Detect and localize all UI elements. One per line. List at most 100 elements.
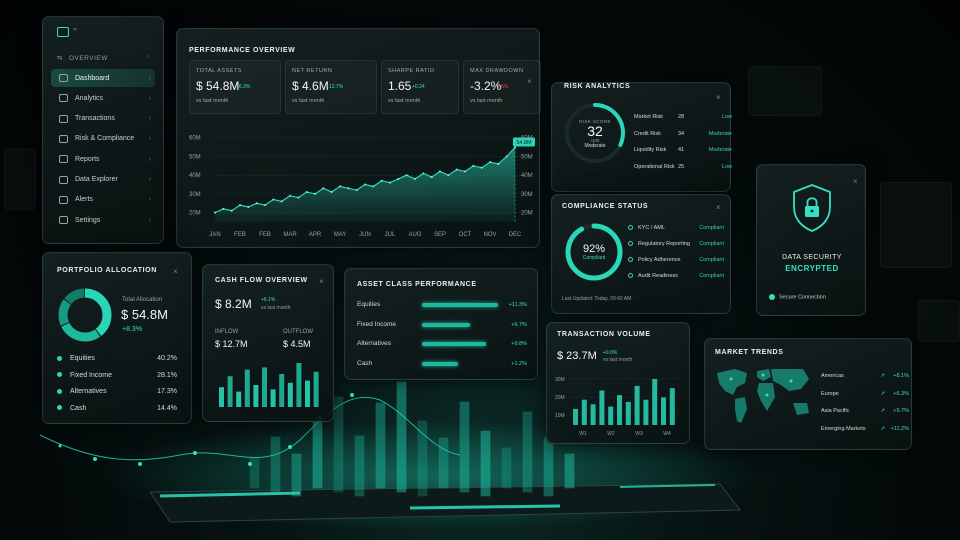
data-point [297,196,300,199]
cashflow-bar [253,385,259,407]
x-tick-label: DEC [509,232,522,238]
transaction-bar [599,390,605,425]
data-point [422,172,425,175]
hologram-bar [438,437,449,489]
trend-up-icon: ↗ [880,390,885,397]
transaction-bar-chart: 30M 20M 10M W1 W2 W3 W4 [555,377,679,437]
total-allocation-label: Total Allocation [122,297,163,303]
compliance-gauge [565,223,623,281]
kpi-value: -3.2% [470,79,502,93]
x-tick-label: OCT [459,232,472,238]
sidebar-item-risk-compliance[interactable]: Risk & Compliance › [51,130,155,148]
legend-percent: 40.2% [157,355,177,362]
transactions-delta: +9.8% [603,350,618,356]
asset-class-row: Equities +11.3% [357,301,527,308]
data-security-panel: × DATA SECURITY ENCRYPTED Secure Connect… [756,164,866,316]
sidebar-header[interactable]: ⇆ OVERVIEW [57,54,108,62]
hologram-bar [522,411,533,493]
chevron-right-icon: › [148,94,151,102]
sidebar-item-label: Data Explorer [75,176,118,183]
data-point [397,177,400,180]
cashflow-bar [244,369,250,407]
risk-level: Low [721,163,732,170]
y-tick-label: 60M [189,136,201,142]
hologram-base [100,420,760,530]
sidebar-item-label: Dashboard [75,74,110,82]
trend-up-icon: ↗ [880,373,885,379]
trend-up-icon: ↗ [880,408,885,414]
close-icon[interactable]: × [527,77,532,86]
x-tick-label: MAR [283,232,297,238]
close-icon[interactable]: × [853,177,858,186]
sidebar-item-dashboard[interactable]: Dashboard › [51,69,155,87]
hologram-bar [417,420,428,497]
data-point [439,170,441,173]
x-tick-label: SEP [434,232,446,238]
asset-class-name: Cash [357,359,373,367]
sidebar-item-alerts[interactable]: Alerts › [51,191,155,209]
sidebar-item-reports[interactable]: Reports › [51,150,155,168]
data-point [455,168,458,171]
check-circle-icon [628,225,633,231]
cashflow-sub: vs last month [261,305,291,311]
data-point [322,187,325,190]
sidebar: ›‹ ⇆ OVERVIEW › Dashboard › Analytics › Trans… [42,16,164,244]
analytics-icon [59,94,68,103]
data-point [314,192,316,195]
cashflow-bar [305,380,310,407]
kpi-card: MAX DRAWDOWN -3.2% +1.6% vs last month [463,60,541,114]
close-icon[interactable]: × [716,93,721,102]
transaction-bar [617,395,622,425]
x-tick-label: FEB [259,232,271,238]
data-explorer-icon [59,175,68,184]
x-tick-label: AUG [408,232,421,238]
transaction-bar [625,402,631,425]
sidebar-item-settings[interactable]: Settings › [51,211,155,229]
cashflow-bar [279,374,285,407]
x-tick-label: W4 [663,431,671,437]
close-icon[interactable]: × [173,267,178,276]
data-point [372,185,375,188]
sidebar-item-data-explorer[interactable]: Data Explorer › [51,171,155,189]
x-tick-label: JUN [359,232,371,238]
compliance-percent: 92% [582,243,606,255]
market-trends-panel: MARKET TRENDS Americas ↗ +8.1% Europe ↗ +6.3%… [704,338,912,450]
compliance-row: Policy Adherence Compliant [628,257,724,263]
inflow-label: INFLOW [215,329,239,335]
security-status: ENCRYPTED [785,264,839,273]
secure-connection-label: Secure Connection [779,294,826,301]
sidebar-item-analytics[interactable]: Analytics › [51,89,155,107]
panel-title: COMPLIANCE STATUS [562,203,649,210]
last-updated: Last Updated: Today, 09:42 AM [562,296,632,302]
kpi-sub: vs last month [388,98,421,104]
hologram-bars [249,381,575,497]
panel-title: ASSET CLASS PERFORMANCE [357,281,477,288]
hologram-bar [270,436,281,493]
sidebar-item-transactions[interactable]: Transactions › [51,110,155,128]
close-icon[interactable]: × [716,203,721,212]
x-tick-label: JAN [209,232,220,238]
chevron-right-icon: › [148,176,151,183]
sidebar-item-label: Reports [75,155,100,163]
risk-level: Moderate [708,147,732,153]
data-point [380,179,383,182]
asset-class-row: Alternatives +9.8% [357,340,527,347]
x-tick-label: APR [309,232,322,238]
x-tick-label: MAY [334,232,347,238]
kpi-label: NET RETURN [292,68,333,74]
market-region: Asia Pacific [821,408,850,414]
donut-slice [58,288,112,342]
sidebar-item-label: Analytics [75,94,104,102]
asset-class-delta: +6.7% [511,321,527,328]
compliance-status: Compliant [699,273,724,279]
risk-score-value: 32 [587,123,603,139]
gauge-arc [565,103,625,163]
asset-class-bar [422,361,458,366]
close-icon[interactable]: × [319,277,324,286]
inflow-value: $ 12.7M [215,339,248,349]
asset-class-delta: +1.2% [511,360,527,367]
panel-title: MARKET TRENDS [715,349,784,356]
asset-class-name: Fixed Income [357,320,397,328]
data-point [447,174,450,177]
hologram-bar [291,453,302,497]
